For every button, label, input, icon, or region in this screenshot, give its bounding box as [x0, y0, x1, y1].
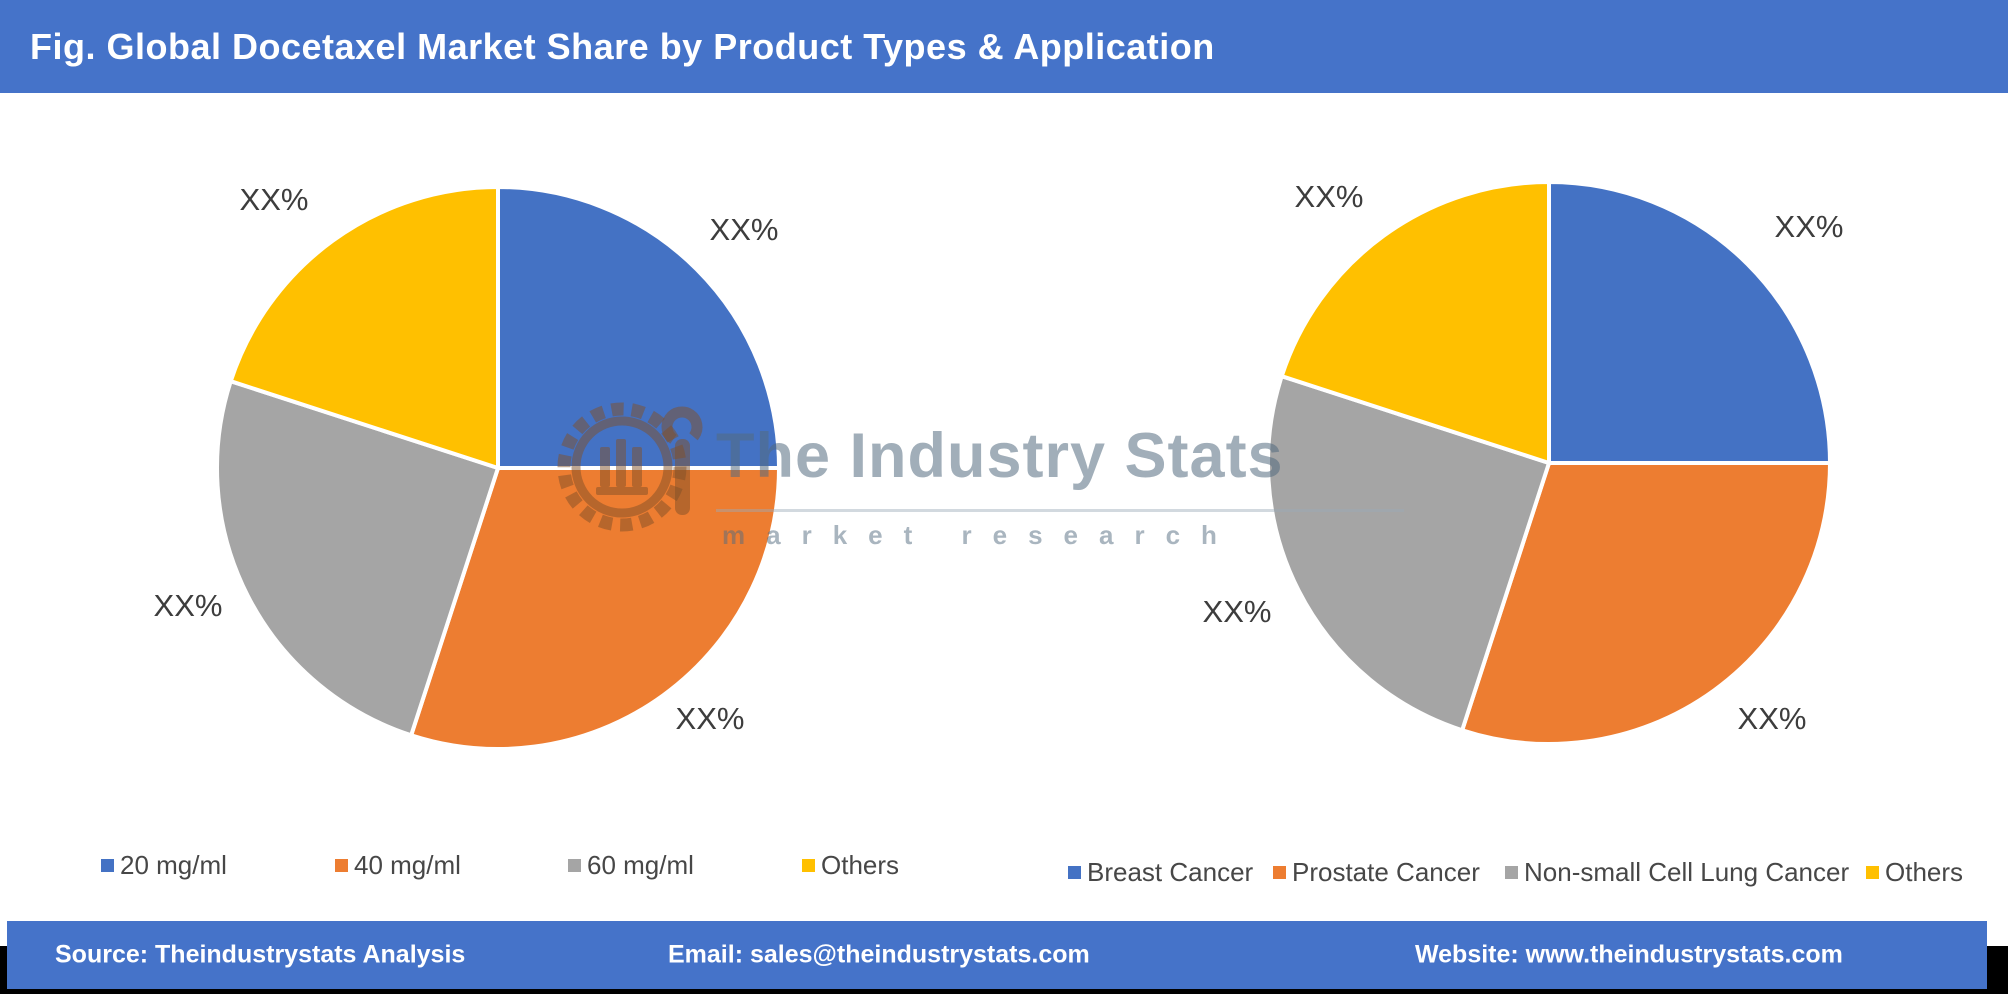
legend-label: 20 mg/ml — [120, 849, 227, 880]
legend-label: Breast Cancer — [1087, 856, 1254, 887]
pie-slice-breast-cancer — [1547, 180, 1832, 465]
legend-swatch-gray — [1505, 865, 1518, 879]
slice-label-gray: XX% — [153, 588, 223, 623]
footer-website: Website: www.theindustrystats.com — [1415, 940, 1843, 969]
pie-slice-others — [228, 185, 500, 470]
slice-label-orange: XX% — [675, 701, 745, 736]
pie-slice-40-mg-ml — [409, 466, 781, 751]
legend-label: 60 mg/ml — [587, 849, 694, 880]
legend-label: Non-small Cell Lung Cancer — [1524, 856, 1850, 887]
title-bar: Fig. Global Docetaxel Market Share by Pr… — [0, 0, 2008, 93]
legend-label: 40 mg/ml — [354, 849, 461, 880]
slice-label-blue: XX% — [1774, 209, 1844, 244]
legend-swatch-yellow — [1866, 865, 1879, 879]
slice-label-yellow: XX% — [1294, 179, 1364, 214]
footer-email: Email: sales@theindustrystats.com — [668, 940, 1090, 969]
legend-swatch-orange — [1273, 865, 1286, 879]
legend-label: Others — [1885, 856, 1964, 887]
legend-swatch-gray — [568, 858, 581, 872]
legend-swatch-yellow — [802, 858, 815, 872]
pie-slice-20-mg-ml — [496, 185, 781, 470]
footer-bar: Source: Theindustrystats Analysis Email:… — [7, 921, 1987, 989]
legend-item: 20 mg/ml — [101, 849, 227, 880]
legend-item: Others — [1866, 856, 1964, 887]
legend-item: Non-small Cell Lung Cancer — [1505, 856, 1850, 887]
legend-swatch-blue — [101, 858, 114, 872]
pie-slice-non-small-cell-lung-cancer — [1266, 374, 1551, 733]
legend-label: Others — [821, 849, 900, 880]
legend-item: 40 mg/ml — [335, 849, 461, 880]
pie-slice-60-mg-ml — [215, 379, 500, 738]
page-title: Fig. Global Docetaxel Market Share by Pr… — [30, 25, 1215, 67]
pie-slice-others — [1279, 180, 1551, 465]
legend-item: Breast Cancer — [1068, 856, 1254, 887]
slice-label-blue: XX% — [709, 212, 779, 247]
legend-swatch-blue — [1068, 865, 1081, 879]
slice-label-gray: XX% — [1202, 594, 1272, 629]
slice-label-orange: XX% — [1737, 701, 1807, 736]
legend-item: Others — [802, 849, 900, 880]
legend-label: Prostate Cancer — [1292, 856, 1480, 887]
legend-item: 60 mg/ml — [568, 849, 694, 880]
legend-item: Prostate Cancer — [1273, 856, 1480, 887]
footer-source: Source: Theindustrystats Analysis — [55, 940, 466, 969]
legend-swatch-orange — [335, 858, 348, 872]
pie-slice-prostate-cancer — [1460, 461, 1832, 746]
slice-label-yellow: XX% — [239, 182, 309, 217]
